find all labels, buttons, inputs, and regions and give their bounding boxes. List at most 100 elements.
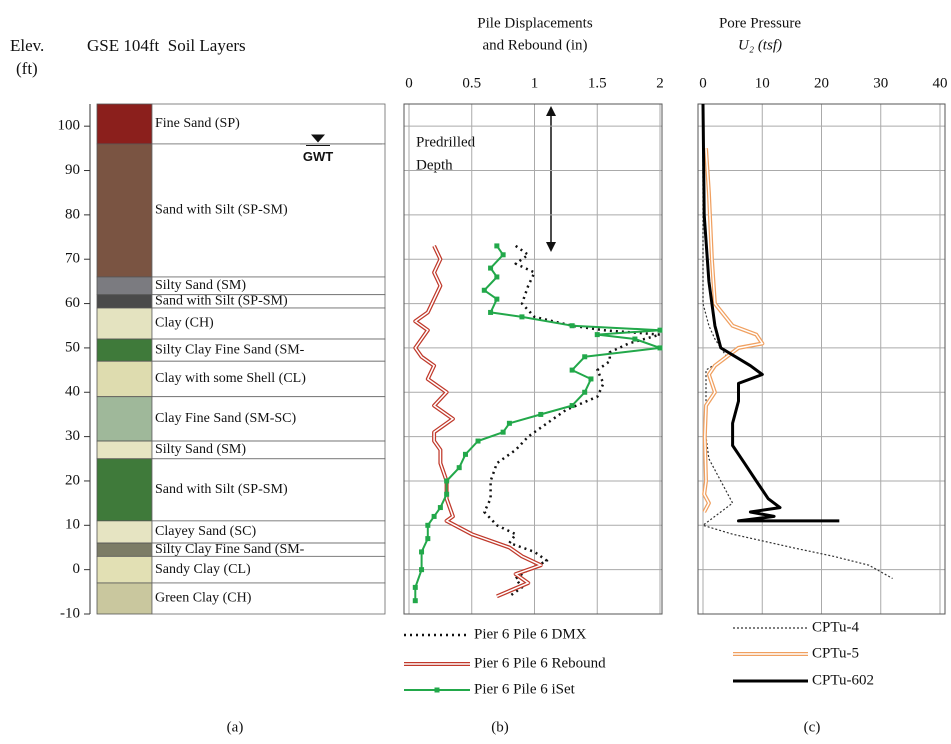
marker: [506, 420, 512, 426]
soil-layer: [96, 542, 153, 557]
soil-layer: [96, 458, 153, 522]
marker: [456, 465, 462, 471]
x-tick-label: 30: [873, 75, 888, 91]
soil-layer: [96, 307, 153, 340]
marker: [632, 336, 638, 342]
legend-label: Pier 6 Pile 6 DMX: [474, 626, 587, 642]
legend-label: CPTu-4: [812, 619, 859, 635]
depth-arrow: [546, 106, 556, 252]
marker: [657, 345, 663, 351]
layer-label: Clayey Sand (SC): [155, 524, 256, 539]
gwt-label: GWT: [303, 149, 333, 164]
marker: [412, 598, 418, 604]
series-line: [483, 244, 662, 598]
annotation: Predrilled: [416, 134, 476, 150]
marker: [538, 411, 544, 417]
soil-layer: [96, 143, 153, 278]
y-tick-label: 80: [65, 206, 80, 222]
y-tick-label: 40: [65, 384, 80, 400]
layer-label-box: [151, 143, 386, 278]
y-tick-label: 30: [65, 428, 80, 444]
soil-layer: [96, 276, 153, 296]
layer-label-box: [151, 360, 386, 398]
x-tick-label: 0.5: [462, 75, 481, 91]
soil-layer: [96, 555, 153, 584]
panel-title: GSE 104ft Soil Layers: [87, 36, 246, 55]
marker: [462, 451, 468, 457]
marker: [500, 252, 506, 258]
marker: [425, 536, 431, 542]
marker: [500, 429, 506, 435]
marker: [444, 478, 450, 484]
marker: [569, 367, 575, 373]
layer-label-box: [151, 396, 386, 442]
panel-title: Pore Pressure: [719, 15, 801, 31]
soil-layer: [96, 396, 153, 442]
layer-label: Silty Sand (SM): [155, 442, 246, 457]
marker: [657, 327, 663, 333]
marker: [419, 549, 425, 555]
marker: [569, 323, 575, 329]
y-tick-label: 50: [65, 339, 80, 355]
layer-label: Silty Clay Fine Sand (SM-: [155, 342, 305, 357]
layer-label: Green Clay (CH): [155, 591, 252, 606]
y-tick-label: 0: [73, 561, 81, 577]
series-line: [701, 103, 840, 523]
x-tick-label: 10: [755, 75, 770, 91]
marker: [481, 287, 487, 293]
legend-label: CPTu-5: [812, 645, 859, 661]
marker: [594, 332, 600, 338]
soil-layer: [96, 520, 153, 544]
x-tick-label: 1: [531, 75, 539, 91]
marker: [494, 274, 500, 280]
layer-label: Clay with some Shell (CL): [155, 371, 306, 386]
layer-label: Sandy Clay (CL): [155, 562, 251, 577]
series-line: [414, 245, 661, 601]
x-tick-label: 1.5: [588, 75, 607, 91]
caption: (b): [491, 719, 509, 735]
legend-label: CPTu-602: [812, 672, 874, 688]
annotation: Depth: [416, 157, 453, 173]
soil-layer: [96, 440, 153, 460]
marker: [582, 389, 588, 395]
y-tick-label: 20: [65, 472, 80, 488]
x-tick-label: 2: [656, 75, 664, 91]
layer-label-box: [151, 307, 386, 340]
caption: (c): [804, 719, 821, 735]
y-tick-label: 70: [65, 251, 80, 267]
caption: (a): [227, 719, 244, 735]
layer-label: Sand with Silt (SP-SM): [155, 482, 288, 497]
soil-layer: [96, 103, 153, 145]
x-tick-label: 0: [405, 75, 413, 91]
y-label: (ft): [16, 59, 38, 78]
marker: [494, 296, 500, 302]
panel-title: and Rebound (in): [483, 37, 588, 53]
marker: [412, 584, 418, 590]
layer-label: Fine Sand (SP): [155, 116, 240, 131]
series-line: [702, 104, 893, 580]
legend-label: Pier 6 Pile 6 Rebound: [474, 655, 606, 671]
y-label: Elev.: [10, 36, 44, 55]
gwt-marker: [311, 134, 325, 143]
x-tick-label: 0: [699, 75, 707, 91]
y-tick-label: 60: [65, 295, 80, 311]
marker: [582, 354, 588, 360]
panel-title: U₂ (tsf): [738, 37, 782, 53]
panel-title: Pile Displacements: [477, 15, 593, 31]
series-line: [702, 148, 765, 513]
x-tick-label: 40: [933, 75, 948, 91]
layer-label-box: [151, 582, 386, 615]
soil-layer: [96, 294, 153, 309]
soil-layer: [96, 338, 153, 362]
y-tick-label: 100: [58, 118, 81, 134]
x-tick-label: 20: [814, 75, 829, 91]
legend-marker: [434, 687, 440, 693]
marker: [488, 309, 494, 315]
layer-label: Silty Clay Fine Sand (SM-: [155, 542, 305, 557]
marker: [588, 376, 594, 382]
marker: [519, 314, 525, 320]
layer-label: Silty Sand (SM): [155, 278, 246, 293]
marker: [569, 403, 575, 409]
soil-layer: [96, 582, 153, 615]
